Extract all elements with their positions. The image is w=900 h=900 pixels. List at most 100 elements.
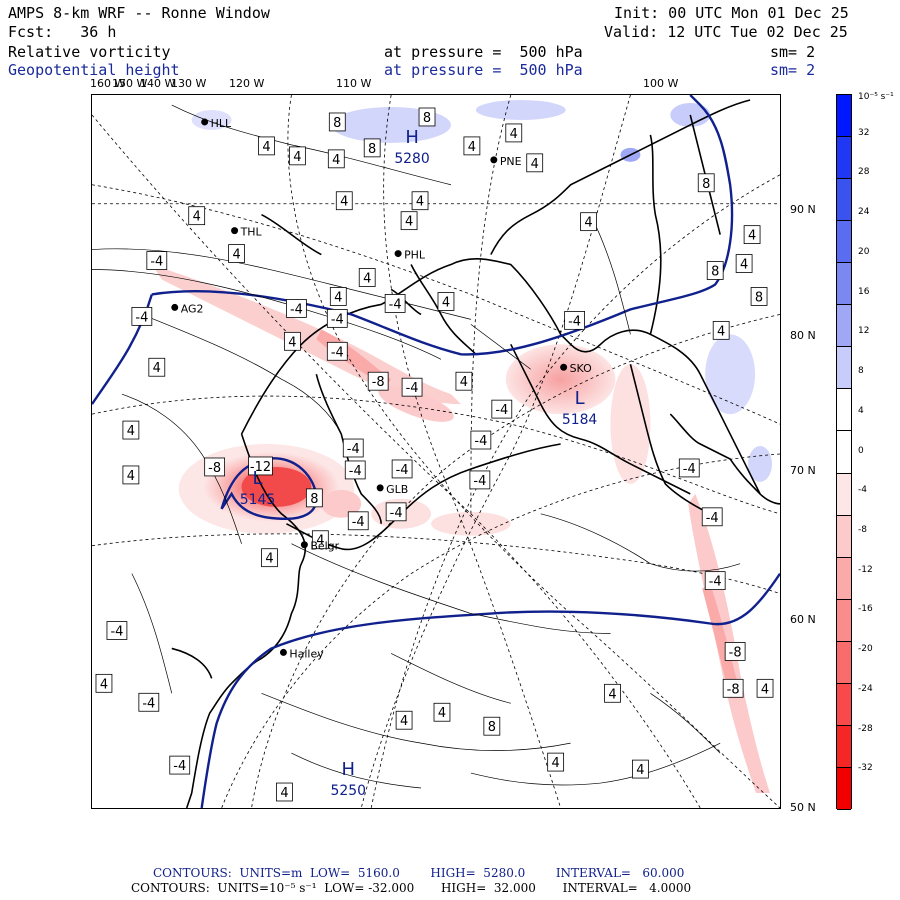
colorbar-tick-label: 28 (858, 167, 870, 178)
vorticity-contour-value: -4 (349, 464, 362, 479)
vorticity-contour-value: -4 (135, 310, 148, 325)
vorticity-contour-label: -4 (391, 459, 413, 479)
vorticity-contour-value: -4 (474, 434, 487, 449)
vorticity-contour-label: -12 (248, 456, 273, 476)
vorticity-contour-value: 4 (332, 153, 340, 168)
vorticity-contour-value: 8 (711, 265, 719, 280)
station-name: Belgr (310, 540, 339, 553)
vorticity-contour-value: -4 (352, 515, 365, 530)
vorticity-contour-value: 4 (280, 786, 288, 801)
vorticity-contour-label: -4 (169, 755, 191, 775)
vorticity-contour-label: 4 (735, 254, 753, 273)
vorticity-contour-value: -4 (495, 403, 508, 418)
field1-smoothing: sm= 2 (770, 43, 816, 61)
vorticity-contour-value: -4 (396, 463, 409, 478)
colorbar-tick-label: -4 (858, 485, 867, 496)
vorticity-contour-value: 4 (460, 375, 468, 390)
vorticity-contour-value: 4 (740, 258, 748, 273)
vorticity-contour-label: 4 (411, 191, 429, 211)
longitude-label: 100 W (643, 77, 679, 90)
vorticity-contour-value: 4 (510, 127, 518, 142)
station-dot-icon (231, 227, 239, 235)
colorbar-tick-label: -16 (858, 604, 873, 615)
longitude-label: 130 W (171, 77, 207, 90)
vorticity-contour-label: -4 (326, 341, 348, 361)
station-belgr[interactable]: Belgr (300, 540, 340, 553)
vorticity-contour-value: 4 (442, 295, 450, 310)
vorticity-contour-label: 4 (95, 673, 113, 693)
colorbar-segment (837, 431, 851, 474)
colorbar-segment (837, 725, 851, 768)
colorbar-segment (837, 473, 851, 516)
vorticity-contour-value: 4 (262, 140, 270, 155)
vorticity-contour-label: -4 (704, 571, 726, 590)
station-name: THL (240, 226, 263, 239)
vorticity-contour-value: 4 (717, 324, 725, 339)
vorticity-contour-value: 8 (368, 142, 376, 157)
vorticity-contour-value: 4 (293, 150, 301, 165)
vorticity-contour-value: 8 (333, 116, 341, 131)
station-thl[interactable]: THL (231, 226, 262, 239)
vorticity-contour-value: 4 (193, 210, 201, 225)
color-scale-bar (836, 94, 852, 810)
center-value: 5280 (394, 151, 429, 167)
colorbar-tick-label: 32 (858, 127, 870, 138)
graticule (92, 95, 780, 808)
vorticity-contour-value: 4 (584, 216, 592, 231)
vorticity-contour-value: 8 (310, 492, 318, 507)
colorbar-segment (837, 347, 851, 390)
station-glb[interactable]: GLB (376, 483, 409, 496)
station-name: PNE (500, 155, 522, 168)
vorticity-contour-label: 4 (395, 710, 413, 730)
longitude-label: 140 W (140, 77, 176, 90)
latitude-label: 90 N (790, 203, 816, 216)
low-center: L 5145 (240, 468, 275, 508)
station-hll[interactable]: HLL (201, 117, 232, 130)
vorticity-contour-value: 4 (531, 157, 539, 172)
vorticity-contour-value: 4 (334, 290, 342, 305)
vorticity-contour-label: -4 (146, 251, 168, 270)
station-sko[interactable]: SKO (560, 362, 592, 375)
station-pne[interactable]: PNE (490, 155, 522, 168)
station-dot-icon (394, 250, 402, 258)
vorticity-labels: 4 4 4 8 8 8 4 4 4 4 4 4 4 4 -4 4 4 -4 4 -4 -4 -4 4 -4 4 -8 -4 4 4 -4 -… (95, 107, 774, 802)
vorticity-contour-value: 8 (755, 290, 763, 305)
vorticity-contour-value: -4 (390, 506, 403, 521)
colorbar-segment (837, 221, 851, 264)
vorticity-contour-value: 4 (636, 763, 644, 778)
vorticity-contour-label: 4 (261, 548, 278, 568)
vorticity-contour-label: 4 (505, 123, 523, 143)
vorticity-contour-label: 4 (258, 136, 275, 156)
vorticity-contour-label: 4 (276, 782, 293, 802)
station-name: GLB (386, 483, 408, 496)
colorbar-segment (837, 599, 851, 642)
high-center: H 5250 (331, 759, 366, 799)
center-letter: L (253, 468, 263, 489)
latitude-label: 70 N (790, 464, 816, 477)
colorbar-tick-label: -24 (858, 683, 873, 694)
vorticity-contour-value: -4 (406, 381, 419, 396)
map-panel[interactable]: 4 4 4 8 8 8 4 4 4 4 4 4 4 4 -4 4 4 -4 4 -4 -4 -4 4 -4 4 -8 -4 4 4 -4 -… (91, 94, 781, 809)
vorticity-contour-label: -8 (204, 457, 226, 477)
vorticity-contour-value: 4 (153, 361, 161, 376)
vorticity-contour-value: 4 (340, 195, 348, 210)
latitude-label: 60 N (790, 613, 816, 626)
station-phl[interactable]: PHL (394, 249, 426, 262)
vorticity-contour-label: 4 (437, 292, 455, 311)
high-center: H 5280 (394, 127, 429, 167)
station-dot-icon (201, 118, 209, 126)
forecast-hour: Fcst: 36 h (8, 23, 117, 41)
vorticity-contour-value: 4 (127, 469, 135, 484)
station-halley[interactable]: Halley (279, 647, 324, 660)
vorticity-contour-value: 4 (232, 248, 240, 263)
colorbar-tick-label: -20 (858, 644, 873, 655)
colorbar-segment (837, 641, 851, 684)
field1-level: at pressure = 500 hPa (384, 43, 583, 61)
vorticity-contour-label: 8 (750, 287, 768, 306)
center-value: 5184 (562, 412, 598, 428)
vorticity-contour-label: 4 (311, 530, 329, 550)
station-ag2[interactable]: AG2 (171, 302, 204, 315)
height-contours (92, 95, 780, 808)
vorticity-contour-label: -4 (138, 692, 160, 712)
longitude-label: 160 W (90, 77, 126, 90)
